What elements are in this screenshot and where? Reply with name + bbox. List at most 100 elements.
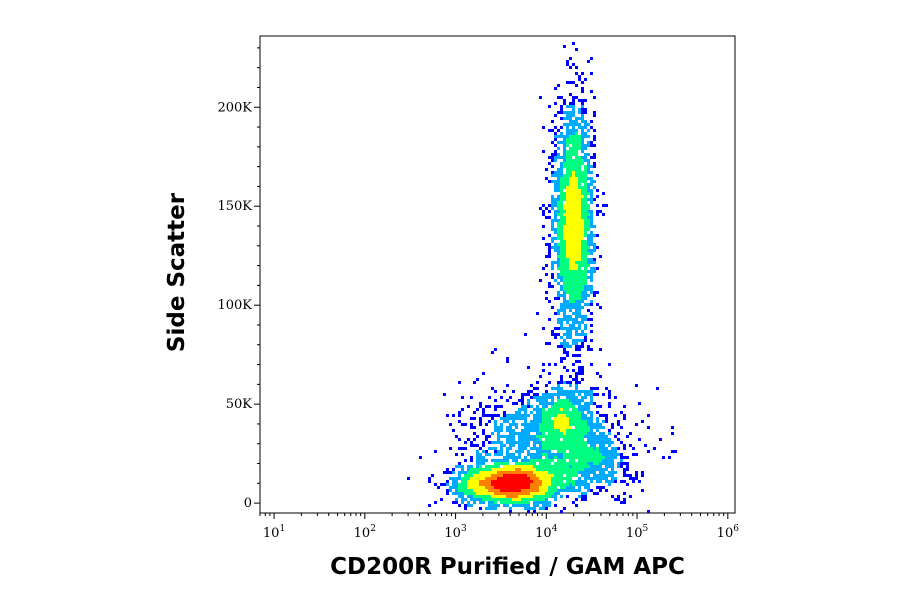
event-dot — [587, 405, 590, 408]
event-dot — [605, 435, 608, 438]
event-dot — [563, 420, 566, 423]
event-dot — [572, 276, 575, 279]
event-dot — [572, 279, 575, 282]
event-dot — [587, 219, 590, 222]
event-dot — [578, 495, 581, 498]
event-dot — [587, 309, 590, 312]
event-dot — [560, 429, 563, 432]
event-dot — [566, 336, 569, 339]
event-dot — [470, 495, 473, 498]
event-dot — [575, 135, 578, 138]
event-dot — [590, 339, 593, 342]
event-dot — [536, 501, 539, 504]
event-dot — [563, 141, 566, 144]
event-dot — [569, 450, 572, 453]
event-dot — [581, 405, 584, 408]
event-dot — [554, 171, 557, 174]
event-dot — [590, 441, 593, 444]
event-dot — [566, 213, 569, 216]
event-dot — [482, 480, 485, 483]
event-dot — [545, 399, 548, 402]
event-dot — [494, 507, 497, 510]
event-dot — [497, 495, 500, 498]
event-dot — [533, 468, 536, 471]
event-dot — [476, 471, 479, 474]
event-dot — [566, 468, 569, 471]
event-dot — [572, 408, 575, 411]
event-dot — [479, 471, 482, 474]
event-dot — [578, 315, 581, 318]
event-dot — [569, 432, 572, 435]
event-dot — [563, 303, 566, 306]
event-dot — [578, 111, 581, 114]
event-dot — [560, 309, 563, 312]
event-dot — [566, 462, 569, 465]
event-dot — [635, 423, 638, 426]
event-dot — [572, 435, 575, 438]
event-dot — [587, 240, 590, 243]
event-dot — [557, 234, 560, 237]
event-dot — [467, 504, 470, 507]
event-dot — [572, 234, 575, 237]
event-dot — [575, 120, 578, 123]
event-dot — [563, 261, 566, 264]
event-dot — [587, 390, 590, 393]
event-dot — [557, 393, 560, 396]
event-dot — [560, 381, 563, 384]
event-dot — [563, 159, 566, 162]
event-dot — [575, 153, 578, 156]
event-dot — [590, 489, 593, 492]
event-dot — [590, 300, 593, 303]
event-dot — [578, 429, 581, 432]
event-dot — [551, 264, 554, 267]
event-dot — [620, 456, 623, 459]
event-dot — [599, 453, 602, 456]
event-dot — [536, 447, 539, 450]
event-dot — [581, 111, 584, 114]
event-dot — [605, 414, 608, 417]
event-dot — [527, 471, 530, 474]
event-dot — [551, 399, 554, 402]
event-dot — [548, 465, 551, 468]
event-dot — [533, 465, 536, 468]
event-dot — [596, 234, 599, 237]
event-dot — [557, 153, 560, 156]
event-dot — [632, 477, 635, 480]
event-dot — [512, 474, 515, 477]
event-dot — [530, 447, 533, 450]
event-dot — [500, 417, 503, 420]
event-dot — [584, 333, 587, 336]
event-dot — [563, 351, 566, 354]
event-dot — [527, 390, 530, 393]
event-dot — [539, 474, 542, 477]
event-dot — [572, 369, 575, 372]
event-dot — [569, 117, 572, 120]
event-dot — [533, 504, 536, 507]
event-dot — [542, 423, 545, 426]
event-dot — [533, 435, 536, 438]
event-dot — [512, 477, 515, 480]
event-dot — [578, 417, 581, 420]
event-dot — [578, 312, 581, 315]
event-dot — [617, 453, 620, 456]
event-dot — [521, 444, 524, 447]
event-dot — [560, 171, 563, 174]
event-dot — [605, 489, 608, 492]
event-dot — [572, 474, 575, 477]
event-dot — [521, 396, 524, 399]
event-dot — [587, 129, 590, 132]
event-dot — [575, 447, 578, 450]
event-dot — [476, 489, 479, 492]
event-dot — [596, 246, 599, 249]
event-dot — [557, 291, 560, 294]
event-dot — [575, 345, 578, 348]
event-dot — [578, 228, 581, 231]
event-dot — [497, 468, 500, 471]
event-dot — [581, 120, 584, 123]
event-dot — [506, 489, 509, 492]
event-dot — [524, 468, 527, 471]
event-dot — [458, 420, 461, 423]
event-dot — [542, 468, 545, 471]
event-dot — [515, 402, 518, 405]
event-dot — [569, 429, 572, 432]
